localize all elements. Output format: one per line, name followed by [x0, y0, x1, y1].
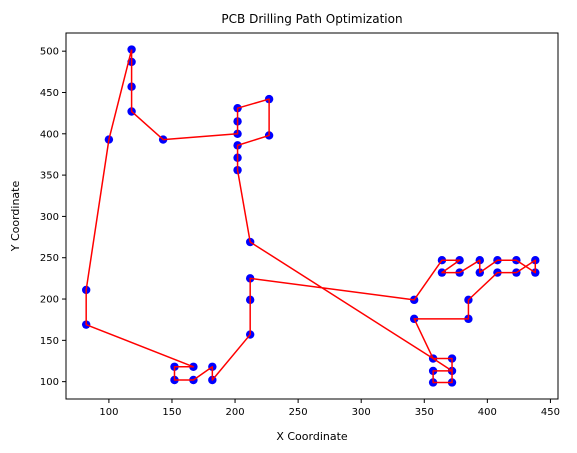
- x-tick-label: 250: [289, 407, 308, 418]
- axis-ticks: 100 150 200 250 300 350 400 450 100 150 200 250 300 3…: [40, 47, 560, 418]
- y-axis-label: Y Coordinate: [9, 181, 22, 253]
- x-tick-label: 200: [225, 407, 244, 418]
- x-tick-label: 300: [352, 407, 371, 418]
- y-tick-label: 400: [40, 129, 59, 140]
- axes-frame: [65, 32, 559, 400]
- y-tick-label: 150: [40, 336, 59, 347]
- y-tick-label: 200: [40, 295, 59, 306]
- x-tick-label: 450: [541, 407, 560, 418]
- y-tick-label: 350: [40, 171, 59, 182]
- x-tick-label: 350: [415, 407, 434, 418]
- x-axis-label: X Coordinate: [276, 430, 348, 443]
- drilling-path-line: [85, 49, 537, 384]
- x-tick-label: 400: [478, 407, 497, 418]
- y-tick-label: 300: [40, 212, 59, 223]
- y-tick-label: 500: [40, 47, 59, 58]
- y-tick-label: 250: [40, 253, 59, 264]
- y-tick-label: 100: [40, 377, 59, 388]
- x-tick-label: 100: [99, 407, 118, 418]
- plot-area: [81, 45, 540, 387]
- y-tick-label: 450: [40, 88, 59, 99]
- chart-title: PCB Drilling Path Optimization: [221, 12, 402, 26]
- x-tick-label: 150: [162, 407, 181, 418]
